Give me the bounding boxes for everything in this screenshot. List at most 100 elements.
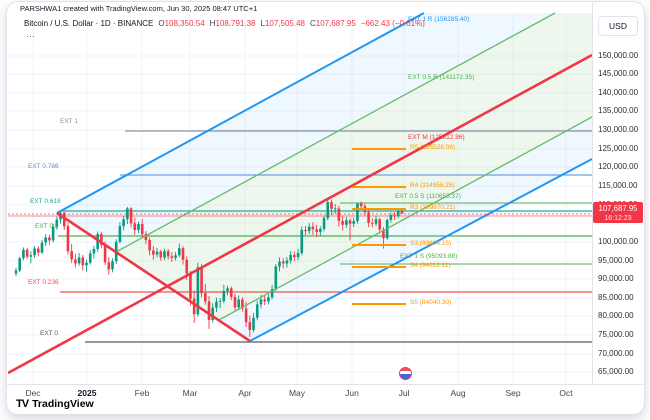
candle-body [371, 222, 374, 224]
last-price-value: 107,687.95 [598, 204, 638, 213]
candle-body [315, 229, 318, 232]
economic-event-icon[interactable] [399, 367, 412, 380]
price-tick[interactable]: 135,000.00 [598, 106, 639, 115]
fib-level-label: EXT 0.786 [28, 163, 59, 170]
time-tick[interactable]: Aug [450, 388, 466, 398]
price-tick[interactable]: 90,000.00 [598, 274, 634, 283]
symbol-title[interactable]: Bitcoin / U.S. Dollar · 1D · BINANCE [24, 19, 154, 28]
channel-fill [219, 117, 592, 341]
price-tick[interactable]: 150,000.00 [598, 51, 639, 60]
candle-body [144, 234, 148, 241]
currency-badge: USD [598, 16, 638, 36]
candle-body [300, 229, 304, 254]
bar-countdown: 16:12:23 [604, 215, 632, 222]
time-tick[interactable]: Jul [398, 388, 410, 398]
price-tick[interactable]: 120,000.00 [598, 162, 639, 171]
candle-body [218, 300, 222, 302]
price-tick[interactable]: 75,000.00 [598, 330, 634, 339]
candle-body [285, 260, 289, 264]
channel-line[interactable] [249, 158, 592, 342]
candle-body [382, 229, 385, 239]
candle-body [278, 261, 281, 267]
price-tick[interactable]: 65,000.00 [598, 367, 634, 376]
candle-body [211, 307, 215, 320]
pivot-label: S3 (99604.15) [410, 240, 452, 247]
candle-body [25, 249, 29, 257]
candle-body [74, 259, 77, 264]
time-tick[interactable]: Feb [134, 388, 150, 398]
channel-line[interactable] [115, 12, 556, 253]
candle-body [296, 253, 300, 258]
candle-body [241, 299, 244, 309]
channel-line[interactable] [218, 116, 592, 321]
symbol-ohlc-bar[interactable]: Bitcoin / U.S. Dollar · 1D · BINANCE O108… [24, 19, 425, 28]
candle-body [178, 248, 181, 256]
candle-body [196, 267, 200, 315]
candle-body [81, 257, 85, 266]
time-tick[interactable]: May [288, 388, 306, 398]
candle-body [166, 251, 170, 257]
candle-body [255, 304, 259, 318]
candle-body [215, 301, 218, 308]
candle-body [233, 296, 237, 308]
candle-body [267, 297, 270, 302]
candle-body [133, 223, 137, 230]
price-tick[interactable]: 130,000.00 [598, 125, 639, 134]
time-tick[interactable]: Dec [25, 388, 41, 398]
tradingview-logo-text: TradingView [32, 398, 94, 410]
candle-body [378, 219, 382, 230]
candle-body [36, 248, 40, 253]
price-tick[interactable]: 80,000.00 [598, 311, 634, 320]
time-tick[interactable]: Jun [345, 388, 359, 398]
candle-body [40, 242, 44, 253]
price-tick[interactable]: 140,000.00 [598, 88, 639, 97]
channel-line[interactable] [56, 12, 425, 214]
ohlc-values: O108,350.54 H108,791.38 L107,505.48 C107,68… [153, 19, 355, 28]
time-tick[interactable]: Apr [238, 388, 252, 398]
ohlc-value: 107,505.48 [264, 19, 305, 28]
price-tick[interactable]: 125,000.00 [598, 144, 639, 153]
candle-body [92, 248, 96, 254]
time-tick[interactable]: Oct [559, 388, 573, 398]
candle-body [359, 203, 363, 207]
candle-body [270, 289, 274, 298]
legend-more-icon[interactable]: ⋯ [26, 31, 36, 41]
candle-body [192, 298, 196, 315]
time-tick[interactable]: 2025 [77, 388, 97, 398]
price-tick[interactable]: 85,000.00 [598, 293, 634, 302]
candle-body [389, 215, 393, 220]
ohlc-key: L [260, 19, 265, 28]
channel-line[interactable] [56, 211, 251, 343]
candle-body [174, 255, 177, 258]
tradingview-logo[interactable]: TV TradingView [16, 398, 94, 410]
candle-body [77, 257, 81, 264]
extension-label: EXT 1 S (95093.88) [400, 253, 458, 260]
candle-body [51, 226, 55, 241]
candle-body [307, 226, 311, 232]
candle-body [29, 255, 33, 257]
candle-body [107, 262, 111, 270]
time-tick[interactable]: Sep [505, 388, 521, 398]
fib-level-label: EXT 0.5 [35, 223, 59, 230]
candle-body [85, 262, 88, 266]
candle-body [226, 288, 229, 291]
candle-body [88, 253, 92, 263]
candle-body [367, 212, 370, 223]
pivot-label: S5 (84040.30) [410, 299, 452, 306]
candle-body [44, 237, 47, 243]
time-tick[interactable]: Mar [182, 388, 198, 398]
candle-body [55, 219, 59, 227]
price-tick[interactable]: 115,000.00 [598, 181, 638, 190]
price-tick[interactable]: 100,000.00 [598, 237, 639, 246]
ohlc-value: 108,350.54 [164, 19, 205, 28]
chart-attribution: PARSHWA1 created with TradingView.com, J… [20, 4, 258, 13]
candle-body [22, 249, 25, 259]
price-chart-canvas[interactable] [8, 1, 592, 384]
price-tick[interactable]: 145,000.00 [598, 69, 639, 78]
extension-label: EXT 0.5 S (110653.37) [395, 193, 461, 200]
candle-body [333, 208, 337, 210]
candle-body [207, 301, 211, 320]
price-tick[interactable]: 95,000.00 [598, 256, 634, 265]
price-tick[interactable]: 70,000.00 [598, 349, 634, 358]
